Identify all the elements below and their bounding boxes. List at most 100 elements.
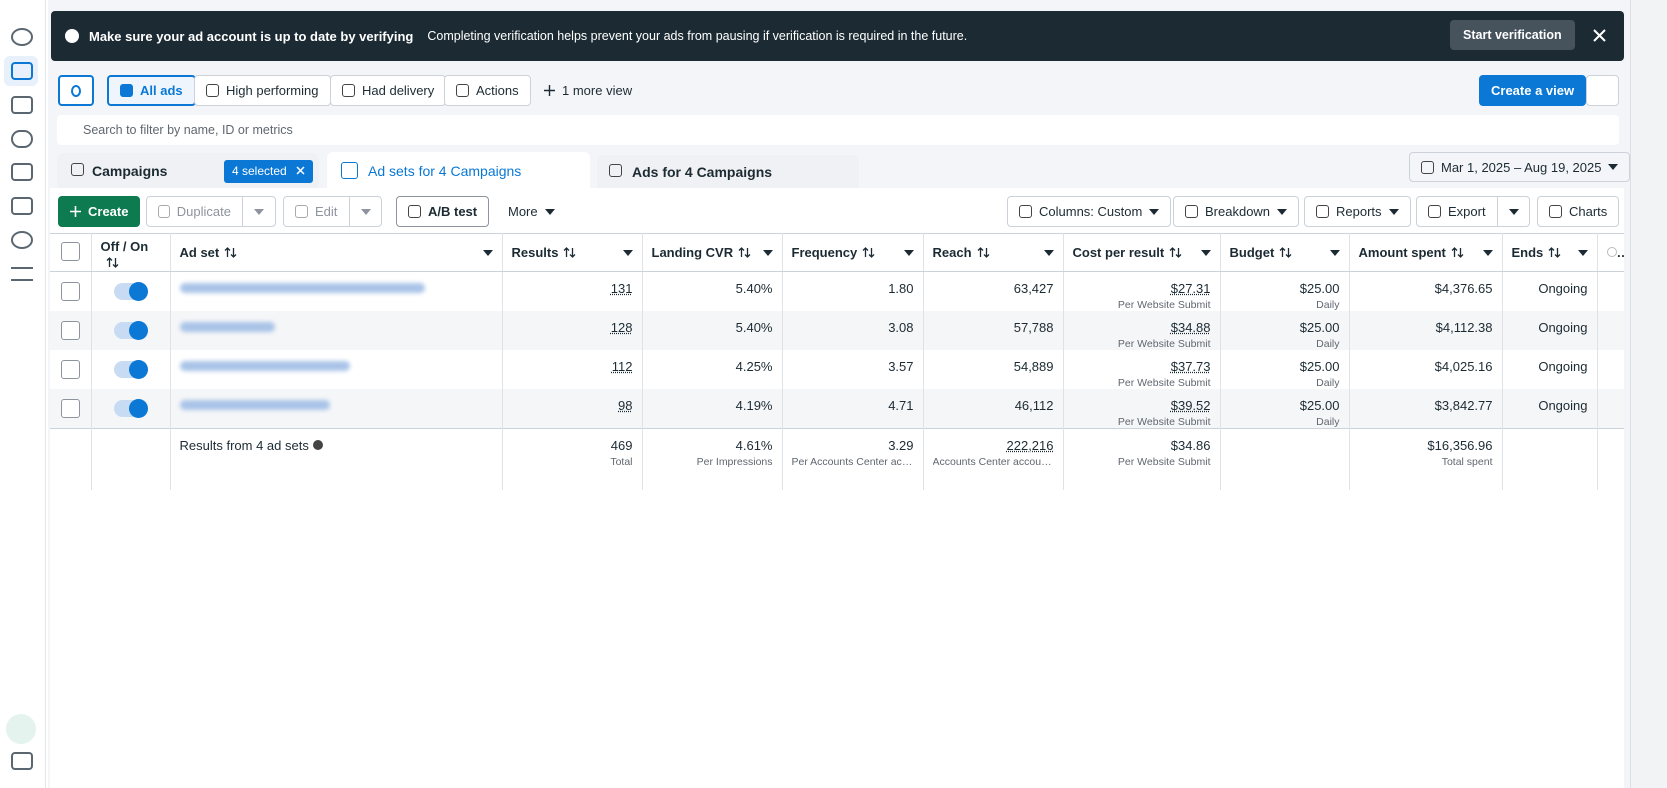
date-range[interactable]: Mar 1, 2025 – Aug 19, 2025	[1409, 152, 1631, 182]
reports-button[interactable]: Reports	[1304, 196, 1411, 227]
header-cell: Amount spent	[1349, 233, 1503, 272]
column-header[interactable]: Off / On	[100, 238, 149, 254]
column-header[interactable]: Results	[511, 245, 559, 260]
cell-value: 131	[610, 281, 633, 296]
reports-label: Reports	[1336, 204, 1382, 219]
search-input[interactable]: Search to filter by name, ID or metrics	[57, 115, 1619, 145]
metric-cell: $25.00 Daily	[1220, 271, 1350, 311]
metric-cell: $4,376.65	[1349, 271, 1503, 311]
column-header[interactable]: Budget	[1229, 245, 1275, 260]
view-tab[interactable]: High performing	[194, 75, 331, 106]
view-tab[interactable]: Had delivery	[330, 75, 447, 106]
metric-cell: 128	[502, 311, 643, 350]
metric-cell: $4,112.38	[1349, 311, 1503, 350]
create-button[interactable]: Create	[58, 196, 141, 227]
start-verification-button[interactable]: Start verification	[1450, 20, 1575, 50]
selected-chip[interactable]: 4 selected	[224, 160, 313, 183]
duplicate-menu[interactable]	[242, 196, 276, 227]
nav-icon[interactable]	[11, 267, 33, 281]
header-cell: Results	[502, 233, 643, 272]
view-settings[interactable]	[1586, 75, 1619, 106]
nav-icon[interactable]	[11, 163, 33, 181]
create-view-button[interactable]: Create a view	[1479, 75, 1587, 106]
delivery-toggle[interactable]	[114, 282, 148, 301]
metric-cell: 63,427	[923, 271, 1064, 311]
ads-tab-label: Ads for 4 Campaigns	[632, 164, 773, 180]
cell-sublabel: Per Website Submit	[1117, 338, 1211, 350]
nav-icon[interactable]	[11, 231, 33, 249]
metric-cell: 5.40%	[642, 271, 783, 311]
cell-sublabel: Daily	[1316, 299, 1340, 311]
delivery-toggle[interactable]	[114, 321, 148, 340]
header-cell: Reach	[923, 233, 1064, 272]
view-tab[interactable]: Actions	[444, 75, 531, 106]
spacer-cell	[1597, 429, 1624, 490]
toggle-cell	[91, 350, 171, 389]
delivery-toggle[interactable]	[114, 360, 148, 379]
adsets-tab[interactable]: Ad sets for 4 Campaigns	[327, 152, 590, 189]
charts-button[interactable]: Charts	[1537, 196, 1620, 227]
select-cell	[50, 389, 92, 429]
nav-icon[interactable]	[11, 28, 33, 46]
close-banner[interactable]	[1593, 29, 1606, 42]
cell-value: $25.00	[1299, 398, 1340, 413]
totals-cell: 469 Total	[502, 428, 643, 490]
edit-menu[interactable]	[349, 196, 382, 227]
nav-icon[interactable]	[11, 197, 33, 215]
column-header[interactable]: Frequency	[791, 245, 858, 260]
ads-tab[interactable]: Ads for 4 Campaigns	[597, 155, 859, 189]
cell-value: 5.40%	[735, 281, 773, 296]
export-menu[interactable]	[1497, 196, 1530, 227]
cell-value: 54,889	[1013, 359, 1054, 374]
edit-button[interactable]: Edit	[283, 196, 350, 227]
totals-cell: $16,356.96 Total spent	[1349, 428, 1503, 490]
export-button[interactable]: Export	[1416, 196, 1498, 227]
totals-cell: $34.86 Per Website Submit	[1063, 428, 1221, 490]
cell-sublabel: Per Website Submit	[1117, 416, 1211, 428]
columns-button[interactable]: Columns: Custom	[1007, 196, 1172, 227]
nav-icon[interactable]	[11, 752, 33, 770]
row-checkbox[interactable]	[60, 282, 80, 301]
more-views[interactable]: 1 more view	[533, 75, 643, 106]
cell-value: 4.19%	[735, 398, 773, 413]
select-all[interactable]	[60, 241, 80, 261]
nav-icon[interactable]	[11, 62, 33, 80]
row-checkbox[interactable]	[60, 360, 80, 379]
help-icon[interactable]	[6, 714, 36, 744]
totals-label: Results from 4 ad sets	[179, 438, 309, 453]
nav-icon[interactable]	[11, 96, 33, 114]
header-cell: Ends	[1502, 233, 1598, 272]
header-cell: Ad set	[170, 233, 503, 272]
column-header[interactable]: Ad set	[179, 245, 220, 260]
duplicate-button[interactable]: Duplicate	[146, 196, 243, 227]
delivery-toggle[interactable]	[114, 399, 148, 418]
metric-cell: 5.40%	[642, 311, 783, 350]
cell-sublabel: Daily	[1316, 377, 1340, 389]
column-header[interactable]: Cost per result	[1072, 245, 1165, 260]
row-checkbox[interactable]	[60, 399, 80, 418]
cell-value: Ongoing	[1538, 281, 1588, 296]
more-button[interactable]: More	[497, 196, 566, 227]
header-cell	[1597, 233, 1624, 272]
column-header[interactable]: Landing CVR	[651, 245, 734, 260]
column-header[interactable]: Amount spent	[1358, 245, 1446, 260]
metric-cell: 46,112	[923, 389, 1064, 429]
ab-test-button[interactable]: A/B test	[396, 196, 490, 227]
cell-value: $27.31	[1170, 281, 1211, 296]
metric-cell: $25.00 Daily	[1220, 311, 1350, 350]
spacer-cell	[1597, 311, 1624, 350]
view-tab[interactable]: All ads	[107, 75, 196, 106]
cell-value: $4,112.38	[1435, 320, 1493, 335]
blurred-name	[179, 361, 350, 371]
cell-value: $4,376.65	[1434, 281, 1493, 296]
row-checkbox[interactable]	[60, 321, 80, 340]
breakdown-button[interactable]: Breakdown	[1173, 196, 1300, 227]
column-header[interactable]: Ends	[1511, 245, 1544, 260]
nav-icon[interactable]	[11, 130, 33, 148]
left-nav	[0, 0, 46, 788]
column-header[interactable]: Reach	[932, 245, 972, 260]
totals-cell: 3.29 Per Accounts Center accounts	[782, 428, 924, 490]
search-button[interactable]	[58, 75, 94, 106]
search-placeholder: Search to filter by name, ID or metrics	[83, 123, 293, 137]
